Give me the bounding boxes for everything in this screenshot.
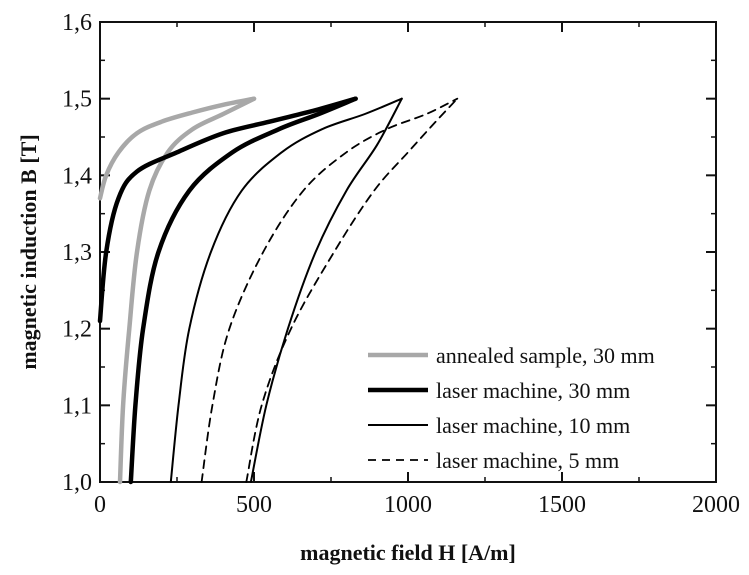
y-tick-label: 1,3 [62, 240, 92, 266]
x-tick-label: 2000 [692, 492, 740, 518]
series-3-lower-branch-line [249, 97, 403, 483]
legend-label-4: laser machine, 5 mm [436, 448, 619, 473]
legend-label-1: annealed sample, 30 mm [436, 343, 655, 368]
ticks-layer: 0 500 1000 1500 2000 1,0 1,1 1,2 1,3 1,4 1,5 1,6 [62, 10, 740, 518]
series-2-lower-branch-line [128, 96, 358, 485]
series-2-upper-branch-line [97, 96, 358, 324]
series-4 [200, 97, 459, 483]
legend-label-3: laser machine, 10 mm [436, 413, 630, 438]
series-layer [97, 96, 459, 485]
y-tick-label: 1,0 [62, 470, 92, 496]
series-1-lower-branch-line [117, 96, 257, 485]
x-axis-title: magnetic field H [A/m] [300, 540, 516, 565]
y-axis-title: magnetic induction B [T] [16, 134, 41, 369]
x-tick-label: 0 [94, 492, 106, 518]
series-4-lower-branch-line [245, 97, 459, 483]
y-tick-label: 1,1 [62, 393, 92, 419]
series-3-upper-branch-line [169, 97, 403, 483]
series-1 [97, 96, 257, 485]
series-2 [97, 96, 358, 485]
x-tick-label: 500 [236, 492, 272, 518]
legend-label-2: laser machine, 30 mm [436, 378, 630, 403]
legend: annealed sample, 30 mm laser machine, 30 … [368, 343, 655, 473]
series-4-upper-branch-line [200, 97, 459, 483]
y-tick-label: 1,6 [62, 10, 92, 36]
x-tick-label: 1000 [384, 492, 432, 518]
series-3 [169, 97, 403, 483]
y-tick-label: 1,2 [62, 317, 92, 343]
x-tick-label: 1500 [538, 492, 586, 518]
series-1-upper-branch-line [97, 96, 257, 201]
y-tick-label: 1,5 [62, 87, 92, 113]
y-tick-label: 1,4 [62, 163, 92, 189]
